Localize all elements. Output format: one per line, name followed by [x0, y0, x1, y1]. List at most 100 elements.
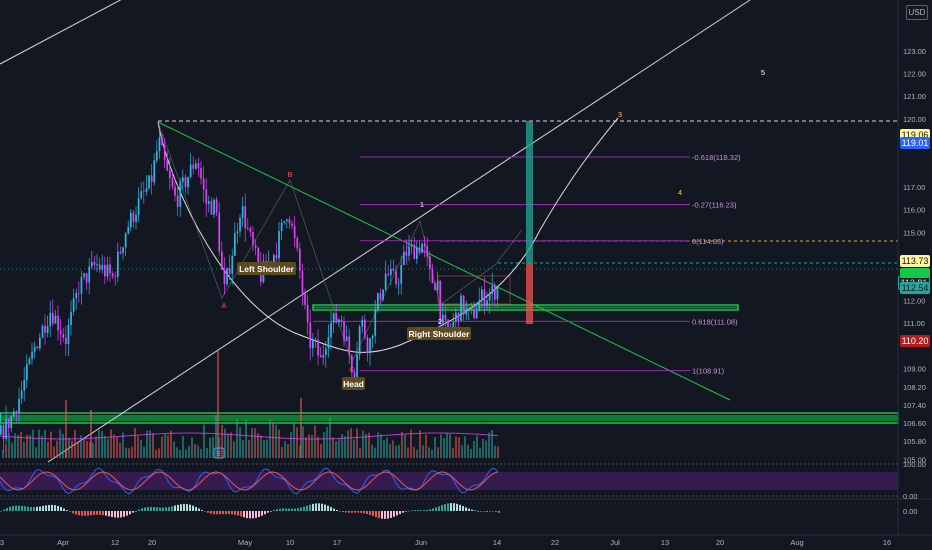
price-badge-blue: 119.01	[900, 137, 930, 150]
macd-histogram-bar	[204, 511, 206, 512]
candle-body	[91, 262, 93, 267]
volume-bar	[143, 446, 145, 458]
volume-bar	[290, 431, 292, 458]
macd-histogram-bar	[360, 511, 362, 513]
volume-bar	[410, 429, 412, 458]
volume-bar	[38, 429, 40, 458]
volume-bar	[350, 428, 352, 458]
macd-histogram-bar	[441, 505, 443, 511]
time-tick: 16	[883, 538, 891, 547]
candle-body	[148, 175, 150, 189]
candle-body	[283, 221, 286, 223]
volume-bar	[413, 447, 415, 458]
macd-histogram-bar	[243, 511, 245, 518]
candle-body	[59, 330, 62, 334]
candle-body	[299, 248, 301, 271]
candle-body	[117, 251, 119, 277]
head-label: Head	[343, 379, 364, 389]
volume-bar	[194, 444, 196, 458]
candle-body	[343, 321, 345, 341]
macd-histogram-bar	[270, 511, 272, 512]
macd-histogram-bar	[453, 503, 455, 511]
volume-bar	[164, 433, 166, 458]
fib-level-label: -0.618(118.32)	[692, 153, 741, 162]
candle-body	[132, 212, 135, 222]
stop-loss-box	[526, 264, 533, 324]
volume-bar	[470, 448, 472, 458]
volume-bar	[200, 448, 202, 458]
candle-body	[78, 292, 80, 294]
candle-body	[384, 273, 387, 290]
volume-bar	[173, 441, 175, 458]
candle-body	[460, 295, 462, 321]
candle-body	[491, 285, 494, 294]
volume-bar	[32, 429, 34, 458]
active-order-marker[interactable]	[900, 268, 930, 279]
volume-bar	[266, 439, 268, 458]
macd-histogram-bar	[195, 506, 197, 511]
volume-bar	[215, 414, 217, 458]
volume-bar	[272, 421, 274, 458]
candle-body	[340, 319, 343, 322]
volume-bar	[281, 446, 283, 458]
macd-histogram-bar	[150, 506, 152, 511]
candle-body	[418, 247, 421, 254]
macd-histogram-bar	[375, 511, 377, 518]
macd-histogram-bar	[216, 511, 218, 515]
macd-histogram-bar	[330, 507, 332, 511]
macd-histogram-bar	[165, 507, 167, 511]
candle-body	[488, 293, 491, 301]
macd-histogram-bar	[39, 506, 41, 511]
candle-body	[447, 319, 449, 331]
candle-body	[228, 268, 231, 274]
macd-histogram-bar	[276, 509, 278, 511]
volume-bar	[80, 435, 82, 458]
volume-bar	[449, 433, 451, 458]
volume-bar	[62, 433, 64, 458]
macd-histogram-bar	[105, 511, 107, 516]
macd-histogram-bar	[3, 509, 5, 511]
volume-spike	[65, 400, 67, 458]
candle-body	[275, 255, 278, 259]
macd-histogram-bar	[300, 507, 302, 511]
macd-histogram-bar	[174, 505, 176, 511]
candle-body	[226, 268, 228, 285]
price-badge-teal: 112.54	[900, 282, 930, 295]
macd-histogram-bar	[51, 504, 53, 511]
wave-label-A: A	[221, 301, 226, 310]
volume-bar	[380, 434, 382, 458]
time-tick: Jun	[415, 538, 427, 547]
candle-body	[369, 338, 371, 354]
candle-body	[184, 177, 187, 188]
volume-bar	[356, 428, 358, 458]
macd-histogram-bar	[465, 507, 467, 511]
macd-histogram-bar	[99, 511, 101, 515]
candle-body	[98, 264, 101, 270]
price-tick: 106.60	[903, 419, 926, 428]
currency-label[interactable]: USD	[906, 5, 928, 20]
candle-body	[57, 315, 59, 331]
volume-bar	[479, 447, 481, 458]
candle-body	[234, 233, 236, 256]
candle-body	[421, 243, 423, 254]
right-shoulder-label-bg	[407, 327, 471, 340]
candle-body	[28, 358, 31, 365]
candle-body	[426, 246, 429, 257]
fib-level-label: 0.618(111.08)	[692, 317, 738, 326]
volume-bar	[230, 432, 232, 458]
candle-body	[18, 398, 20, 414]
price-tick: 112.00	[903, 297, 925, 306]
profit-target-box	[526, 121, 533, 264]
macd-histogram-bar	[402, 511, 404, 513]
time-tick: May	[238, 538, 252, 547]
macd-histogram-bar	[6, 507, 8, 511]
macd-histogram-bar	[393, 511, 395, 517]
candle-body	[104, 265, 106, 277]
macd-histogram-bar	[267, 511, 269, 513]
volume-bar	[8, 433, 10, 458]
volume-bar	[128, 448, 130, 458]
candle-body	[475, 311, 478, 319]
time-tick: 3	[0, 538, 4, 547]
